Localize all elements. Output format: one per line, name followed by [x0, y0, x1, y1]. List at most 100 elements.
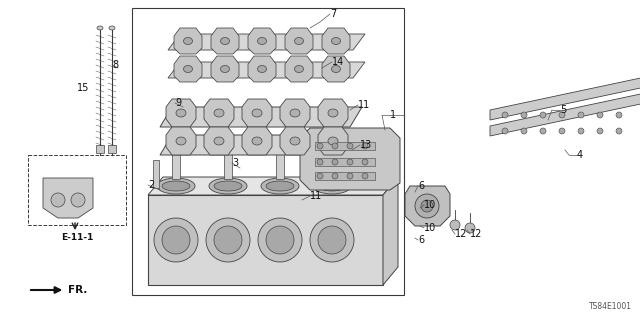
Bar [153, 160, 159, 188]
Circle shape [465, 223, 475, 233]
Circle shape [597, 128, 603, 134]
Text: 11: 11 [310, 191, 323, 201]
Ellipse shape [214, 109, 224, 117]
Ellipse shape [332, 65, 340, 72]
Text: 8: 8 [112, 60, 118, 70]
Text: 7: 7 [330, 9, 336, 19]
Ellipse shape [157, 178, 195, 194]
Ellipse shape [257, 65, 266, 72]
Ellipse shape [109, 26, 115, 30]
Bar [276, 147, 284, 179]
Text: 12: 12 [455, 229, 467, 239]
Circle shape [71, 193, 85, 207]
Circle shape [258, 218, 302, 262]
Ellipse shape [184, 38, 193, 44]
Circle shape [540, 112, 546, 118]
Polygon shape [204, 99, 234, 127]
Circle shape [332, 143, 338, 149]
Bar [172, 147, 180, 179]
Ellipse shape [257, 38, 266, 44]
Text: 14: 14 [332, 57, 344, 67]
Polygon shape [148, 177, 398, 195]
Bar [224, 147, 232, 179]
Circle shape [616, 128, 622, 134]
Circle shape [362, 159, 368, 165]
Circle shape [347, 143, 353, 149]
Ellipse shape [176, 137, 186, 145]
Polygon shape [300, 128, 400, 190]
Ellipse shape [214, 181, 242, 191]
Text: 1: 1 [390, 110, 396, 120]
Circle shape [559, 128, 565, 134]
Ellipse shape [313, 178, 351, 194]
Ellipse shape [261, 178, 299, 194]
Ellipse shape [176, 109, 186, 117]
Polygon shape [285, 56, 313, 82]
Ellipse shape [221, 38, 230, 44]
Bar [148, 195, 383, 285]
Circle shape [521, 128, 527, 134]
Circle shape [362, 143, 368, 149]
Text: 6: 6 [418, 235, 424, 245]
Circle shape [502, 112, 508, 118]
Polygon shape [280, 99, 310, 127]
Circle shape [415, 194, 439, 218]
Ellipse shape [214, 137, 224, 145]
Polygon shape [318, 99, 348, 127]
Text: 6: 6 [418, 181, 424, 191]
Circle shape [578, 128, 584, 134]
Ellipse shape [162, 181, 190, 191]
Polygon shape [405, 186, 450, 226]
Circle shape [421, 200, 433, 212]
Polygon shape [383, 177, 398, 285]
Polygon shape [160, 135, 362, 155]
Circle shape [540, 128, 546, 134]
Polygon shape [160, 107, 362, 127]
Bar [315, 158, 375, 166]
Polygon shape [285, 28, 313, 54]
Ellipse shape [184, 65, 193, 72]
Polygon shape [204, 127, 234, 155]
Text: 10: 10 [424, 200, 436, 210]
Ellipse shape [332, 38, 340, 44]
Text: TS84E1001: TS84E1001 [589, 302, 632, 311]
Ellipse shape [290, 137, 300, 145]
Circle shape [347, 159, 353, 165]
Polygon shape [280, 127, 310, 155]
Polygon shape [168, 62, 365, 78]
Ellipse shape [328, 145, 336, 149]
Polygon shape [168, 34, 365, 50]
Bar [328, 147, 336, 179]
Polygon shape [174, 28, 202, 54]
Bar [372, 160, 378, 188]
Bar [96, 145, 104, 153]
Bar [28, 155, 126, 225]
Ellipse shape [294, 65, 303, 72]
Text: 5: 5 [560, 105, 566, 115]
Circle shape [597, 112, 603, 118]
Circle shape [347, 173, 353, 179]
Circle shape [51, 193, 65, 207]
Polygon shape [211, 28, 239, 54]
Circle shape [521, 112, 527, 118]
Circle shape [206, 218, 250, 262]
Circle shape [362, 173, 368, 179]
Polygon shape [490, 94, 640, 136]
Circle shape [310, 218, 354, 262]
Text: 4: 4 [577, 150, 583, 160]
Ellipse shape [221, 65, 230, 72]
Polygon shape [174, 56, 202, 82]
Ellipse shape [328, 137, 338, 145]
Circle shape [616, 112, 622, 118]
Polygon shape [248, 56, 276, 82]
Text: FR.: FR. [31, 285, 88, 295]
Text: 9: 9 [175, 98, 181, 108]
Ellipse shape [97, 26, 103, 30]
Circle shape [162, 226, 190, 254]
Circle shape [317, 173, 323, 179]
Polygon shape [166, 99, 196, 127]
Circle shape [450, 220, 460, 230]
Ellipse shape [224, 145, 232, 149]
Circle shape [154, 218, 198, 262]
Circle shape [318, 226, 346, 254]
